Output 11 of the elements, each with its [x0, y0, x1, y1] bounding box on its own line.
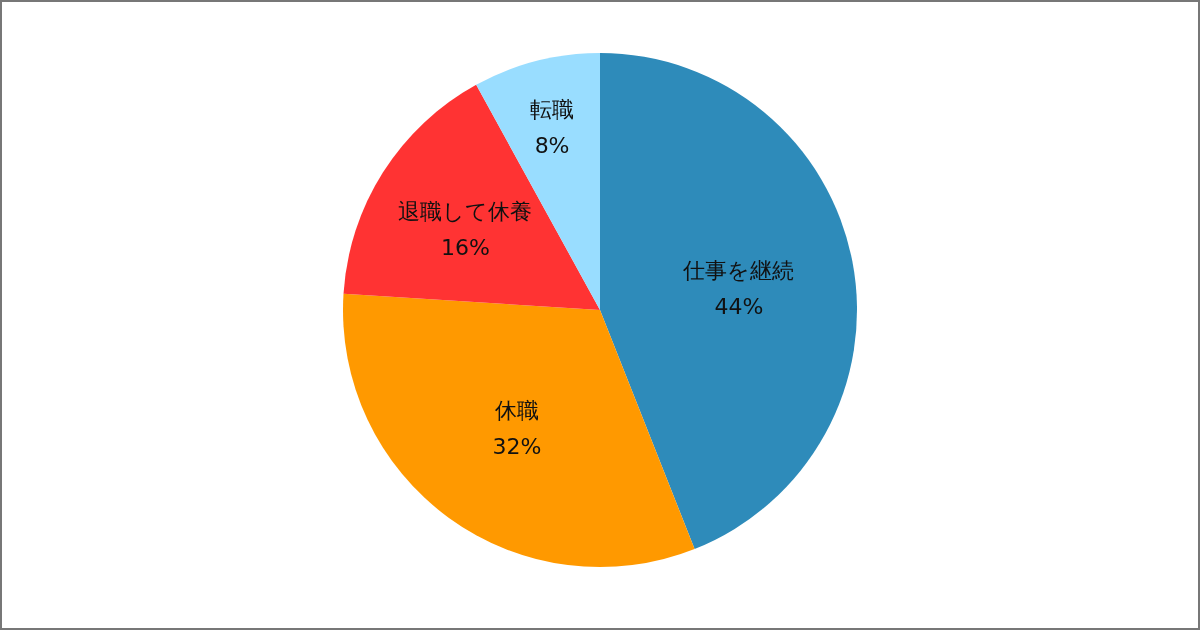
pie-slice [600, 53, 857, 549]
pie-slice [343, 293, 695, 567]
pie-slice [343, 84, 600, 310]
data-label: 32% [492, 434, 542, 460]
data-label: 16% [441, 234, 490, 260]
data-label: 44% [714, 293, 764, 319]
slice-label: 転職 [530, 97, 575, 123]
slice-label: 休職 [494, 398, 539, 424]
slice-label: 退職して休養 [398, 198, 533, 224]
data-label: 8% [534, 133, 570, 159]
slice-label: 仕事を継続 [682, 257, 795, 283]
